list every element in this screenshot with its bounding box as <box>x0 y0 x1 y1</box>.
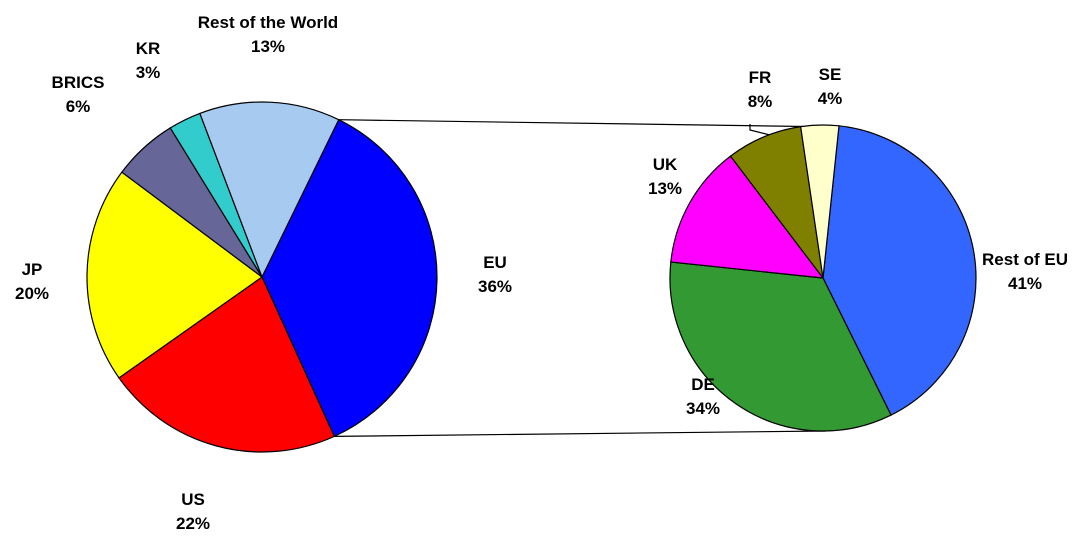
main-slice-jp <box>86 171 264 379</box>
eu-label-de: DE 34% <box>686 375 720 418</box>
main-label-brics: BRICS 6% <box>52 73 105 116</box>
connector-line-top <box>338 119 841 128</box>
eu-label-rest-of-eu: Rest of EU 41% <box>982 250 1068 293</box>
main-slice-eu <box>261 118 438 438</box>
main-label-kr: KR 3% <box>136 39 161 82</box>
main-label-jp: JP 20% <box>15 260 49 303</box>
connector-line-bottom <box>334 430 827 437</box>
eu-slice-se <box>799 124 840 279</box>
main-label-eu: EU 36% <box>478 253 512 296</box>
eu-slice-uk <box>670 155 825 279</box>
main-label-rest-of-the-world: Rest of the World 13% <box>198 13 338 56</box>
slice-labels: EU 36% US 22% JP 20% BRICS 6% KR 3% Rest of the Wo… <box>15 13 1068 533</box>
eu-breakdown-pie <box>669 124 977 432</box>
fr-leader-line <box>749 124 771 136</box>
main-label-us: US 22% <box>176 490 210 533</box>
eu-label-uk: UK 13% <box>648 155 682 198</box>
eu-slice-de <box>669 261 892 432</box>
main-pie <box>86 101 438 453</box>
eu-label-fr: FR 8% <box>748 68 773 111</box>
eu-label-se: SE 4% <box>818 65 843 108</box>
main-slice-rest-of-the-world <box>199 101 340 279</box>
main-slice-us <box>118 276 336 453</box>
connector-lines <box>334 119 841 437</box>
eu-slice-rest-of-eu <box>822 125 977 416</box>
